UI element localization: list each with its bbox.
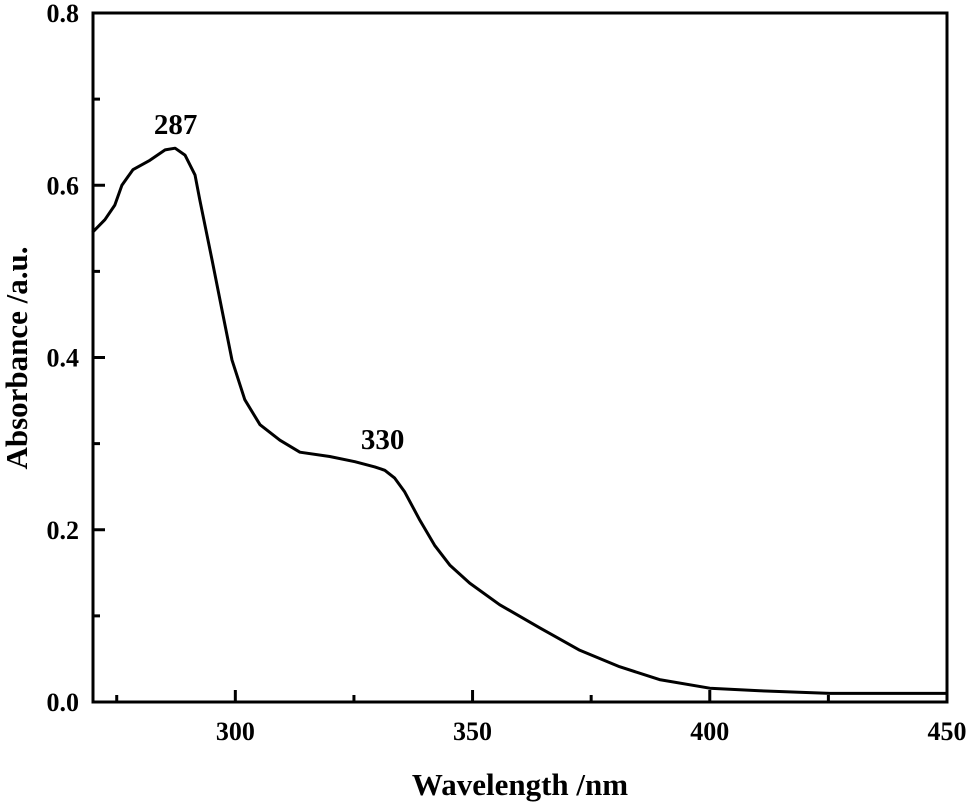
peak-label: 287 xyxy=(154,109,198,141)
y-tick-label: 0.2 xyxy=(47,516,80,545)
y-tick-label: 0.4 xyxy=(47,344,80,373)
x-tick-label: 350 xyxy=(453,717,492,746)
x-axis-label: Wavelength /nm xyxy=(412,767,628,802)
x-tick-label: 300 xyxy=(216,717,255,746)
absorbance-curve xyxy=(91,146,949,695)
plot-border xyxy=(91,11,949,704)
peak-label: 330 xyxy=(361,424,405,456)
x-tick-label: 400 xyxy=(690,717,729,746)
plot-frame xyxy=(91,11,949,704)
x-tick-label: 450 xyxy=(928,717,967,746)
y-axis-ticks: 0.0 0.2 0.4 0.6 0.8 xyxy=(47,0,105,717)
y-tick-label: 0.8 xyxy=(47,0,80,28)
x-axis-ticks: 300 350 400 450 xyxy=(115,690,967,746)
y-tick-label: 0.6 xyxy=(47,171,80,200)
peak-annotations: 287 330 xyxy=(154,109,405,456)
y-tick-label: 0.0 xyxy=(47,688,80,717)
y-axis-label: Absorbance /a.u. xyxy=(0,246,34,469)
